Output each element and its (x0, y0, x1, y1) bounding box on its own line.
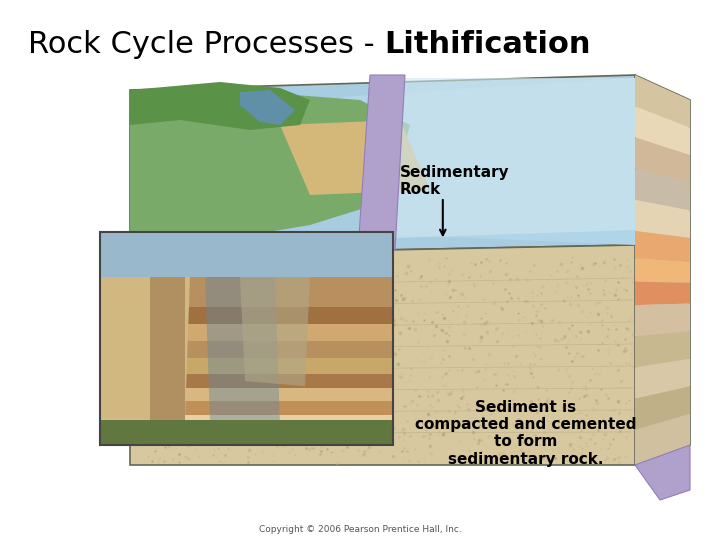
Polygon shape (635, 331, 690, 368)
Polygon shape (635, 168, 690, 211)
Bar (100, 232, 393, 277)
Bar (100, 357, 393, 374)
Polygon shape (635, 303, 690, 336)
Bar (100, 388, 393, 401)
Polygon shape (150, 277, 185, 420)
Polygon shape (395, 78, 635, 238)
Bar (100, 232, 393, 445)
Bar (100, 415, 393, 428)
Polygon shape (635, 75, 690, 465)
Text: Sediment is
compacted and cemented
to form
sedimentary rock.: Sediment is compacted and cemented to fo… (415, 400, 636, 467)
Polygon shape (130, 245, 635, 465)
Bar (100, 420, 393, 445)
Polygon shape (240, 277, 310, 386)
Polygon shape (340, 78, 635, 245)
Text: Lithification: Lithification (384, 30, 591, 59)
Bar (100, 324, 393, 341)
Polygon shape (635, 359, 690, 399)
Polygon shape (130, 82, 310, 130)
Polygon shape (240, 90, 295, 125)
Bar (100, 277, 393, 445)
Polygon shape (635, 137, 690, 183)
Bar (100, 401, 393, 415)
Polygon shape (635, 200, 690, 238)
Bar (100, 374, 393, 388)
Bar (100, 428, 393, 445)
Polygon shape (635, 106, 690, 155)
Polygon shape (635, 414, 690, 465)
Text: Copyright © 2006 Pearson Prentice Hall, Inc.: Copyright © 2006 Pearson Prentice Hall, … (258, 524, 462, 534)
Polygon shape (100, 277, 190, 420)
Polygon shape (130, 90, 410, 255)
Polygon shape (205, 277, 280, 425)
Bar (100, 341, 393, 357)
Bar (100, 307, 393, 324)
Polygon shape (635, 258, 690, 283)
Text: Sedimentary
Rock: Sedimentary Rock (400, 165, 509, 197)
Polygon shape (130, 75, 635, 255)
Polygon shape (358, 75, 405, 250)
Polygon shape (635, 445, 690, 500)
Text: Rock Cycle Processes -: Rock Cycle Processes - (28, 30, 384, 59)
Polygon shape (635, 282, 690, 305)
Polygon shape (280, 120, 430, 195)
Polygon shape (635, 75, 690, 127)
Polygon shape (635, 386, 690, 430)
Polygon shape (635, 231, 690, 262)
